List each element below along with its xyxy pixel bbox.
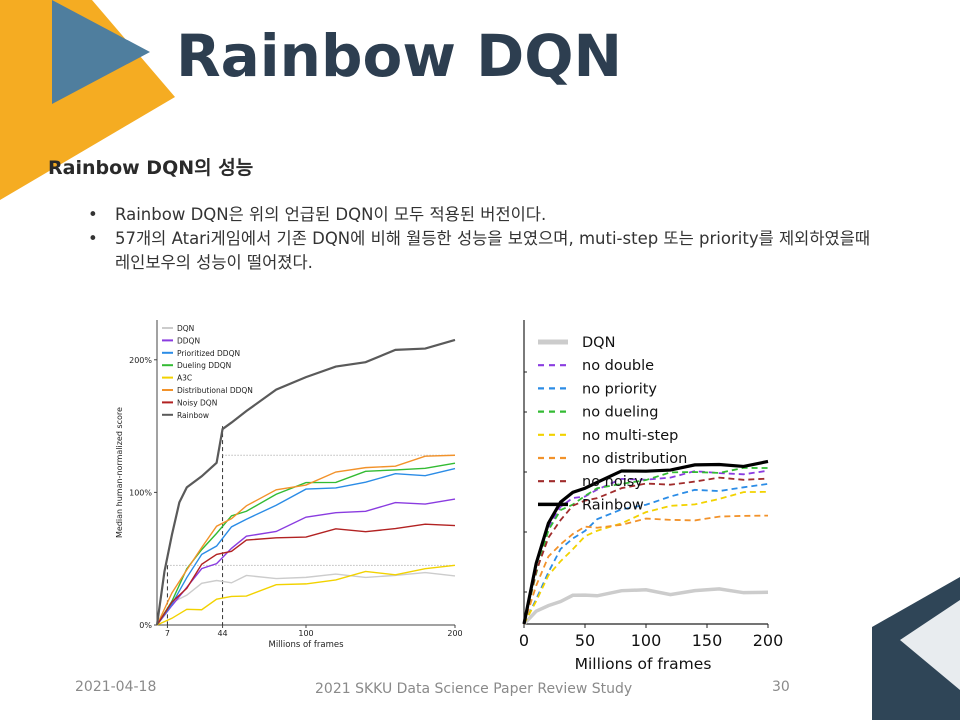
x-tick-label: 7 — [165, 629, 170, 638]
series-line-distributional-ddqn — [156, 454, 456, 626]
y-tick-label: 200% — [129, 356, 152, 365]
series-line-dqn — [156, 571, 456, 626]
legend-label: Rainbow — [582, 497, 644, 513]
footer-caption: 2021 SKKU Data Science Paper Review Stud… — [315, 681, 633, 697]
chart-rainbow-vs-baselines: 0% 100% 200% 7 44 100 200 Millions of frames Med… — [115, 320, 463, 650]
x-axis-label: Millions of frames — [268, 640, 344, 650]
x-tick-label: 100 — [298, 629, 313, 638]
legend-label: no noisy — [582, 474, 643, 490]
x-tick-label: 0 — [519, 631, 529, 650]
series-line-no-double — [523, 469, 769, 625]
x-tick-label: 150 — [692, 631, 723, 650]
series-line-dueling-ddqn — [156, 462, 456, 626]
series-line-no-distribution — [523, 514, 769, 625]
light-corner-shape — [900, 600, 960, 690]
legend-label: Rainbow — [177, 411, 209, 420]
legend-label: no multi-step — [582, 428, 678, 444]
legend-label: no distribution — [582, 451, 687, 467]
blue-triangle-shape — [52, 0, 150, 104]
legend-label: DQN — [177, 324, 194, 333]
bullet-list: Rainbow DQN은 위의 언급된 DQN이 모두 적용된 버전이다. 57… — [88, 203, 878, 275]
legend-label: no priority — [582, 381, 657, 397]
series-line-rainbow — [522, 459, 769, 625]
legend-label: no dueling — [582, 405, 658, 421]
legend-label: DQN — [582, 335, 615, 351]
slide-title: Rainbow DQN — [176, 22, 623, 90]
bullet-item: Rainbow DQN은 위의 언급된 DQN이 모두 적용된 버전이다. — [88, 203, 878, 227]
x-tick-label: 44 — [217, 629, 227, 638]
legend-label: Prioritized DDQN — [177, 349, 240, 358]
series-line-no-priority — [523, 483, 769, 625]
x-tick-label: 50 — [575, 631, 595, 650]
page-number: 30 — [772, 679, 790, 695]
series-line-no-noisy — [523, 476, 769, 625]
series-line-dqn — [522, 587, 769, 626]
y-axis-label: Median human-normalized score — [115, 407, 124, 538]
x-axis-label: Millions of frames — [575, 655, 712, 673]
series-line-ddqn — [156, 498, 456, 626]
legend-label: Distributional DDQN — [177, 386, 253, 395]
y-tick-label: 0% — [139, 621, 152, 630]
legend-label: no double — [582, 358, 654, 374]
legend-label: A3C — [177, 374, 192, 383]
x-tick-label: 200 — [753, 631, 784, 650]
series-line-a3c — [156, 564, 456, 626]
y-tick-label: 100% — [129, 488, 152, 497]
legend-label: DDQN — [177, 336, 200, 345]
series-line-prioritized-ddqn — [156, 467, 456, 626]
series-line-no-dueling — [523, 466, 769, 625]
series-line-no-multi-step — [523, 490, 769, 625]
chart-rainbow-ablation: 0 50 100 150 200 Millions of frames DQN no doub… — [519, 320, 784, 673]
x-tick-label: 100 — [631, 631, 662, 650]
legend-label: Dueling DDQN — [177, 361, 231, 370]
series-line-noisy-dqn — [156, 523, 456, 626]
footer-date: 2021-04-18 — [75, 679, 157, 695]
series-line-rainbow — [155, 338, 456, 626]
x-tick-label: 200 — [447, 629, 462, 638]
slide-subtitle: Rainbow DQN의 성능 — [48, 157, 254, 179]
legend-label: Noisy DQN — [177, 398, 217, 407]
bullet-item: 57개의 Atari게임에서 기존 DQN에 비해 월등한 성능을 보였으며, … — [88, 227, 878, 275]
